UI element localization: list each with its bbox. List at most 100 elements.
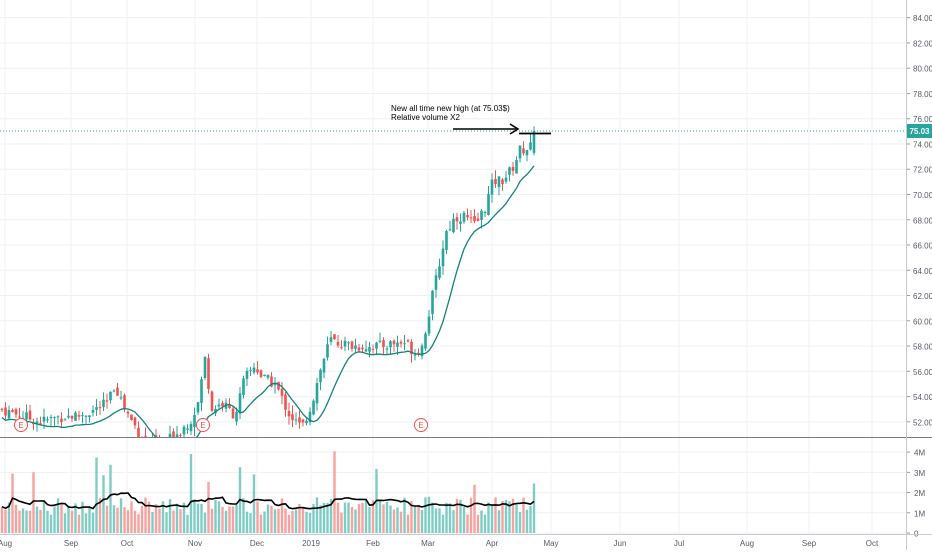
volume-bar (361, 502, 364, 533)
volume-bar (249, 513, 252, 533)
volume-bar (259, 514, 263, 533)
candle-body (200, 379, 203, 403)
volume-bar (399, 511, 403, 533)
volume-bar (67, 505, 70, 533)
candle-body (179, 434, 182, 436)
volume-bar (144, 497, 147, 533)
volume-bar (210, 508, 214, 533)
volume-bar (462, 507, 466, 533)
candle-body (459, 221, 462, 224)
candle-body (193, 414, 196, 428)
earnings-marker (14, 418, 28, 432)
candle-body (245, 370, 249, 379)
volume-average-line (1, 492, 535, 510)
candle-body (98, 407, 102, 409)
candle-body (182, 426, 186, 435)
volume-bar (4, 509, 7, 533)
candle-body (417, 352, 420, 355)
candle-body (67, 415, 70, 418)
candle-body (315, 383, 319, 404)
volume-bar (39, 509, 42, 533)
volume-bar (350, 506, 354, 533)
volume-bar (308, 512, 312, 533)
earnings-marker (414, 418, 428, 432)
volume-bar (431, 502, 434, 533)
candle-body (7, 410, 11, 419)
volume-bar (168, 499, 172, 533)
volume-bar (494, 497, 497, 533)
candle-body (186, 428, 189, 430)
candle-body (4, 407, 7, 416)
candle-body (105, 400, 109, 402)
candle-body (476, 218, 480, 221)
volume-bar (154, 504, 158, 533)
volume-bar (256, 501, 259, 533)
candle-body (116, 387, 119, 396)
candle-body (340, 347, 343, 349)
volume-bar (347, 502, 350, 533)
time-tick-label: 2019 (302, 539, 320, 548)
volume-bar (480, 510, 483, 533)
candle-body (455, 217, 459, 222)
volume-bar (49, 514, 53, 533)
candle-body (119, 397, 123, 399)
volume-bar (266, 504, 270, 533)
candle-body (487, 193, 490, 216)
volume-bar (193, 499, 196, 533)
candle-body (399, 341, 403, 344)
volume-bar (469, 497, 473, 533)
annotation-line-1: New all time new high (at 75.03$) (391, 104, 510, 113)
volume-bar (371, 500, 375, 533)
volume-bar (326, 502, 329, 533)
volume-tick-label: 3M (914, 469, 925, 478)
volume-bar (88, 506, 91, 533)
volume-bar (203, 512, 207, 533)
volume-bar (385, 501, 389, 533)
volume-bar (25, 510, 28, 533)
volume-bar (126, 510, 130, 533)
candle-body (102, 399, 105, 408)
candle-body (259, 370, 263, 378)
candle-body (280, 388, 284, 396)
volume-bar (130, 501, 133, 533)
last-price-badge (907, 123, 932, 138)
candle-body (336, 341, 340, 346)
candle-body (424, 333, 427, 349)
volume-bar (529, 505, 532, 533)
volume-bar (32, 472, 35, 533)
candle-body (329, 337, 333, 342)
volume-bar (14, 504, 18, 533)
candle-body (462, 212, 466, 222)
candle-body (382, 340, 385, 348)
volume-bar (189, 454, 193, 533)
candle-body (529, 142, 532, 150)
volume-bar (312, 504, 315, 533)
price-tick-label: 60.00 (913, 317, 932, 326)
volume-bar (84, 513, 88, 533)
candle-body (123, 395, 126, 410)
earnings-marker-label: E (418, 421, 423, 430)
candle-body (483, 212, 487, 214)
volume-bar (333, 451, 336, 533)
volume-bar (74, 503, 77, 533)
candle-body (413, 354, 417, 356)
volume-bar (452, 510, 455, 533)
candle-body (256, 369, 259, 373)
candle-body (490, 179, 494, 195)
candle-body (305, 420, 308, 424)
volume-bar (354, 509, 357, 533)
candle-body (162, 444, 165, 447)
candle-body (63, 419, 67, 421)
candle-body (466, 215, 469, 218)
volume-bar (18, 510, 21, 533)
candle-body (389, 341, 392, 348)
volume-bar (235, 504, 238, 533)
candle-body (109, 391, 112, 401)
candle-body (427, 316, 431, 334)
candle-body (266, 374, 270, 378)
price-tick-label: 54.00 (913, 393, 932, 402)
volume-bar (175, 503, 179, 533)
candle-body (168, 433, 172, 437)
